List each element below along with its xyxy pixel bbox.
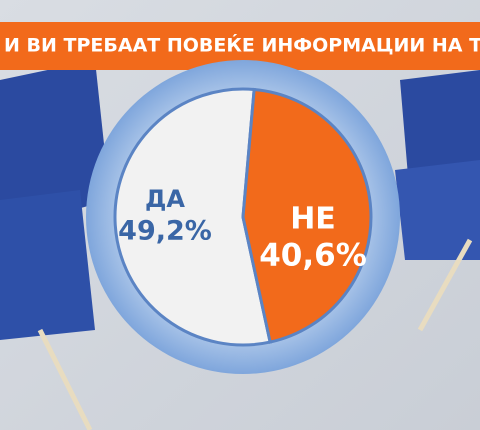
category-label: НЕ (290, 202, 336, 237)
value-label: 49,2% (118, 216, 212, 247)
chart-title: И ВИ ТРЕБААТ ПОВЕЌЕ ИНФОРМАЦИИ НА ТЕМА (4, 34, 480, 57)
pie-slice (241, 87, 373, 344)
value-label: 40,6% (259, 238, 367, 274)
category-label: ДА (145, 185, 185, 213)
pie-slice (113, 87, 272, 347)
flag-decor (0, 60, 480, 430)
